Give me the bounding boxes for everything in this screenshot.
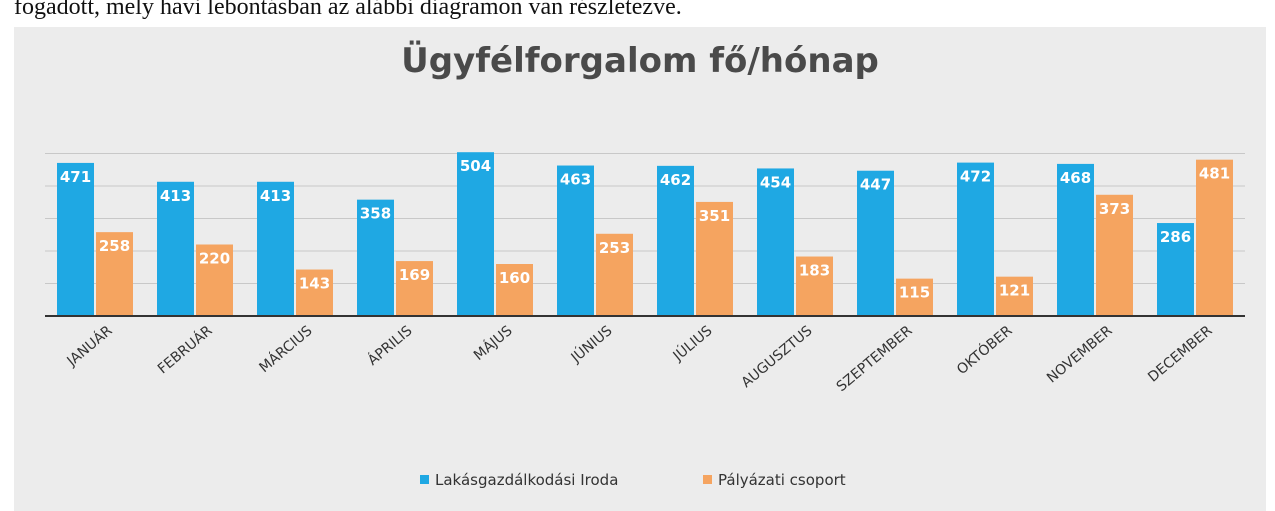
legend-swatch: [703, 475, 712, 484]
data-label: 358: [360, 205, 391, 223]
bar: [557, 165, 594, 316]
bar: [896, 278, 933, 316]
data-label: 183: [799, 262, 830, 280]
data-label: 447: [860, 176, 891, 194]
data-label: 169: [399, 266, 430, 284]
bar: [196, 244, 233, 316]
bar: [96, 232, 133, 316]
data-label: 454: [760, 173, 791, 191]
data-label: 413: [260, 187, 291, 205]
bar: [1057, 163, 1094, 316]
data-label: 462: [660, 171, 691, 189]
data-label: 413: [160, 187, 191, 205]
data-label: 504: [460, 157, 491, 175]
bar: [257, 181, 294, 316]
page-text: fogadott, mely havi lebontásban az alább…: [14, 0, 682, 20]
data-label: 115: [899, 284, 930, 302]
bar: [457, 152, 494, 316]
data-label: 160: [499, 269, 530, 287]
bar: [796, 256, 833, 316]
bar: [496, 264, 533, 316]
data-label: 373: [1099, 200, 1130, 218]
legend-label: Lakásgazdálkodási Iroda: [435, 471, 618, 489]
data-label: 253: [599, 239, 630, 257]
data-label: 468: [1060, 169, 1091, 187]
chart-title: Ügyfélforgalom fő/hónap: [401, 40, 879, 81]
bar: [396, 261, 433, 316]
data-label: 286: [1160, 228, 1191, 246]
data-label: 121: [999, 282, 1030, 300]
data-label: 143: [299, 275, 330, 293]
bar: [296, 269, 333, 316]
bar: [357, 199, 394, 316]
bar: [996, 276, 1033, 316]
bar: [1096, 194, 1133, 316]
bar: [696, 201, 733, 316]
bar: [157, 181, 194, 316]
data-label: 463: [560, 171, 591, 189]
bar: [957, 162, 994, 316]
data-label: 258: [99, 237, 130, 255]
bar: [657, 165, 694, 316]
data-label: 472: [960, 168, 991, 186]
bar: [1157, 223, 1194, 316]
legend-label: Pályázati csoport: [718, 471, 846, 489]
legend-swatch: [420, 475, 429, 484]
data-label: 481: [1199, 165, 1230, 183]
data-label: 471: [60, 168, 91, 186]
data-label: 351: [699, 207, 730, 225]
bar: [57, 162, 94, 316]
bar: [857, 170, 894, 316]
data-label: 220: [199, 250, 230, 268]
bar: [596, 233, 633, 316]
bar: [1196, 159, 1233, 316]
bar: [757, 168, 794, 316]
